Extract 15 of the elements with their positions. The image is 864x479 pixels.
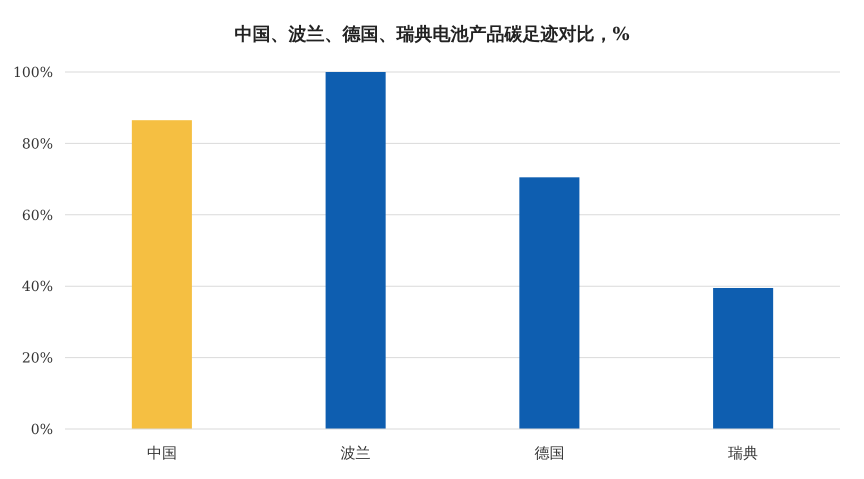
x-tick-label: 瑞典 <box>728 444 758 462</box>
x-tick-label: 德国 <box>534 444 564 462</box>
y-tick-label: 20% <box>22 350 53 367</box>
x-tick-label: 波兰 <box>340 444 371 462</box>
bar <box>713 288 774 429</box>
y-tick-label: 0% <box>30 422 53 438</box>
chart-title: 中国、波兰、德国、瑞典电池产品碳足迹对比，% <box>234 24 630 45</box>
x-tick-label: 中国 <box>146 444 177 462</box>
bar <box>132 120 192 429</box>
y-tick-label: 80% <box>22 136 53 152</box>
bar <box>519 177 580 429</box>
bar <box>326 72 386 429</box>
y-tick-label: 40% <box>22 279 53 296</box>
y-tick-label: 60% <box>22 208 53 224</box>
y-tick-label: 100% <box>12 65 53 81</box>
